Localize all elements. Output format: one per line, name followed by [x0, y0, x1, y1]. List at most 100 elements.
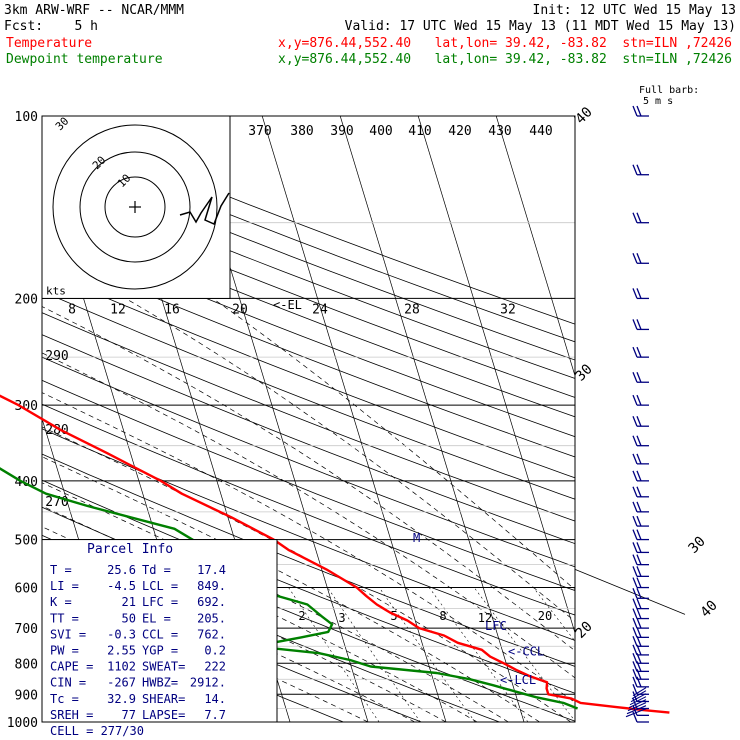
parcel-info-box	[41, 539, 278, 723]
model-title: 3km ARW-WRF -- NCAR/MMM	[4, 3, 184, 18]
parcel-row-value: -267	[107, 676, 136, 690]
parcel-row-value2: 2912.	[190, 676, 226, 690]
parcel-row-value: 25.6	[107, 563, 136, 577]
mixing-ratio-line	[533, 587, 575, 642]
wind-barb	[632, 529, 649, 541]
theta-label: 390	[330, 124, 353, 139]
parcel-row-value2: 7.7	[204, 708, 226, 722]
hodograph-ring	[52, 124, 218, 290]
wind-barb	[632, 288, 649, 300]
parcel-row-key: CIN =	[50, 676, 86, 690]
parcel-row-key2: LAPSE=	[142, 708, 185, 722]
parcel-row-value2: 849.	[197, 579, 226, 593]
parcel-row-value2: 222	[204, 660, 226, 674]
dry-adiabat	[42, 453, 575, 667]
parcel-info-panel: T = 25.6 Td = 17.4 LI = -4.5 LCL = 849. K = 21 LFC…	[41, 539, 278, 738]
parcel-row-value: 1102	[107, 660, 136, 674]
forecast-hour: Fcst: 5 h	[4, 19, 98, 34]
parcel-info-title: Parcel Info	[87, 542, 173, 557]
moist-adiabat	[212, 298, 575, 590]
parcel-row-cell: CELL = 277/30	[50, 724, 144, 738]
parcel-row-key: T =	[50, 563, 72, 577]
m-marker: M	[413, 531, 420, 545]
pressure-tick-label: 200	[15, 292, 38, 307]
dry-adiabat	[42, 356, 575, 568]
wind-barb	[632, 394, 649, 406]
theta-label: 410	[408, 124, 431, 139]
parcel-row-value2: 205.	[197, 611, 226, 625]
dry-adiabat	[42, 229, 575, 438]
pressure-tick-label: 800	[15, 657, 38, 672]
dry-adiabat	[42, 191, 575, 398]
parcel-row-key: TT =	[50, 611, 79, 625]
el-marker: <-EL	[273, 298, 302, 312]
theta-label-left: 290	[45, 349, 68, 364]
level-markers: <-EL LFC<-CCL <-LCL M	[273, 298, 544, 687]
wind-barb	[632, 501, 649, 513]
wind-barbs	[625, 105, 649, 723]
dry-adiabat	[42, 210, 575, 418]
parcel-row-key2: YGP =	[142, 644, 178, 658]
dry-adiabat	[42, 290, 575, 500]
dry-adiabat	[42, 249, 575, 458]
wind-barb-surface	[627, 702, 647, 712]
wind-barb-surface	[625, 708, 647, 718]
parcel-row-key2: EL =	[142, 611, 171, 625]
mixing-ratio-label: 24	[312, 302, 328, 317]
parcel-row-key2: CCL =	[142, 627, 178, 641]
mixing-ratio-label: 5	[390, 609, 397, 623]
theta-label-left: 280	[45, 423, 68, 438]
valid-time: Valid: 17 UTC Wed 15 May 13 (11 MDT Wed …	[345, 19, 736, 34]
hodograph-ring	[104, 176, 166, 238]
dry-adiabat	[42, 403, 575, 616]
legend-temperature-info: x,y=876.44,552.40 lat,lon= 39.42, -83.82…	[278, 36, 732, 51]
pressure-tick-label: 1000	[7, 716, 38, 731]
parcel-row-key: SVI =	[50, 627, 86, 641]
moist-adiabat	[42, 545, 415, 722]
parcel-row-value2: 0.2	[204, 644, 226, 658]
parcel-row-value: 21	[122, 595, 136, 609]
wind-barb	[632, 542, 649, 554]
wind-barb-surface	[628, 699, 647, 709]
isotherm	[495, 116, 575, 377]
wind-barb-surface	[632, 687, 647, 697]
mixing-ratio-label: 8	[68, 302, 76, 317]
temperature-profile	[0, 394, 643, 712]
skew-extension	[574, 569, 686, 615]
parcel-row-value: 77	[122, 708, 136, 722]
temperature-surface-segment	[641, 708, 670, 714]
pressure-tick-label: 100	[15, 110, 38, 125]
parcel-row-key2: SWEAT=	[142, 660, 185, 674]
parcel-row-key: CAPE =	[50, 660, 93, 674]
pressure-tick-label: 300	[15, 399, 38, 414]
theta-label: 420	[448, 124, 471, 139]
parcel-row-key: Tc =	[50, 692, 79, 706]
wind-barb	[632, 608, 649, 620]
parcel-row-value2: 17.4	[197, 563, 226, 577]
wind-barb	[632, 415, 649, 427]
mixing-ratio-label: 20	[538, 609, 552, 623]
parcel-row-key: SREH =	[50, 708, 93, 722]
theta-label: 430	[488, 124, 511, 139]
wind-barb	[632, 486, 649, 498]
mixing-ratio-label: 2	[298, 609, 305, 623]
lfc-marker: LFC	[485, 619, 507, 633]
wind-barb	[632, 164, 649, 176]
parcel-row-key2: HWBZ=	[142, 676, 178, 690]
dry-adiabat	[42, 270, 575, 479]
parcel-row-key2: Td =	[142, 563, 171, 577]
theta-label: 380	[290, 124, 313, 139]
lcl-marker: <-LCL	[500, 673, 536, 687]
dry-adiabat	[42, 173, 575, 379]
pressure-tick-label: 900	[15, 688, 38, 703]
mixing-ratio-label: 32	[500, 302, 516, 317]
parcel-row-value: 32.9	[107, 692, 136, 706]
wind-barb-surface	[630, 693, 647, 703]
theta-label: 400	[369, 124, 392, 139]
parcel-row-key: LI =	[50, 579, 79, 593]
wind-barb	[632, 435, 649, 447]
wind-barb	[632, 577, 649, 589]
mixing-ratio-label: 8	[439, 609, 446, 623]
wind-barb	[632, 617, 649, 629]
parcel-row-value2: 762.	[197, 627, 226, 641]
